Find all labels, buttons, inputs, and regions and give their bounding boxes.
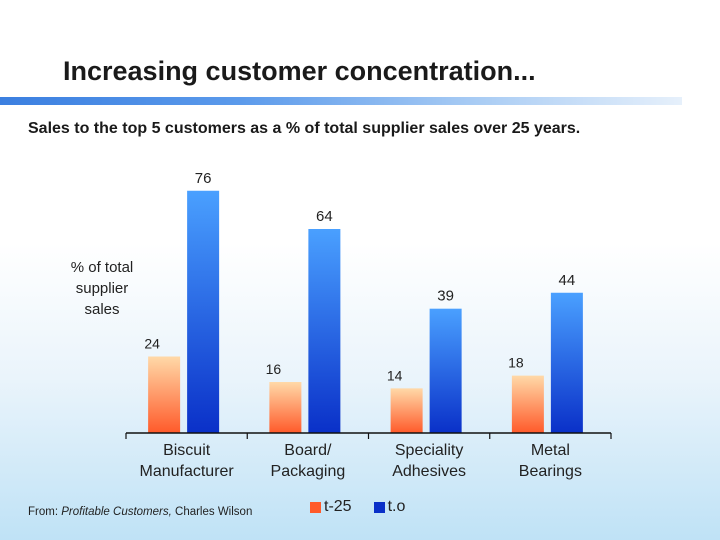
data-label-cat1-t0: 64 <box>316 208 333 225</box>
bar-cat2-t25 <box>390 388 423 433</box>
legend-label-t0: t.o <box>387 498 406 515</box>
data-label-cat3-t0: 44 <box>559 272 576 289</box>
category-label-0-line-0: Biscuit <box>163 442 211 459</box>
category-label-3-line-1: Bearings <box>519 463 582 480</box>
legend-item-t25: t-25 <box>310 498 352 516</box>
category-label-3-line-0: Metal <box>531 442 570 459</box>
category-label-0-line-1: Manufacturer <box>139 463 234 480</box>
legend: t-25 t.o <box>310 498 427 516</box>
data-label-cat1-t25: 16 <box>266 361 282 377</box>
source-book: Profitable Customers, <box>61 506 172 518</box>
source-author: Charles Wilson <box>171 506 253 518</box>
legend-item-t0: t.o <box>373 498 406 516</box>
bar-cat3-t25 <box>511 375 544 433</box>
slide-title: Increasing customer concentration... <box>63 56 536 86</box>
data-label-cat0-t0: 76 <box>195 170 212 187</box>
data-label-cat3-t25: 18 <box>508 355 524 371</box>
category-label-1-line-0: Board/ <box>284 442 332 459</box>
chart-subtitle: Sales to the top 5 customers as a % of t… <box>28 120 581 137</box>
legend-swatch-t25 <box>310 501 321 513</box>
bar-cat1-t25 <box>269 382 302 433</box>
source-citation: From: Profitable Customers, Charles Wils… <box>28 506 252 518</box>
data-label-cat2-t0: 39 <box>437 288 454 305</box>
y-axis-label: % of total supplier sales <box>70 259 134 318</box>
bar-cat1-t0 <box>308 229 341 433</box>
legend-label-t25: t-25 <box>324 498 352 515</box>
data-label-cat0-t25: 24 <box>144 336 160 352</box>
bar-cat0-t25 <box>148 356 181 433</box>
data-label-cat2-t25: 14 <box>387 367 403 383</box>
title-underline <box>0 97 682 105</box>
bars-group: 24 76 16 64 14 39 18 44 <box>144 170 583 433</box>
x-axis: Biscuit Manufacturer Board/Packaging Specia… <box>125 432 612 480</box>
category-label-1-line-1: Packaging <box>271 463 346 480</box>
category-label-2-line-0: Speciality <box>395 442 463 459</box>
source-prefix: From: <box>28 506 62 518</box>
category-label-2-line-1: Adhesives <box>392 463 466 480</box>
bar-cat3-t0 <box>550 292 583 433</box>
bar-cat0-t0 <box>187 190 220 433</box>
legend-swatch-t0 <box>373 501 385 513</box>
bar-cat2-t0 <box>429 308 462 433</box>
